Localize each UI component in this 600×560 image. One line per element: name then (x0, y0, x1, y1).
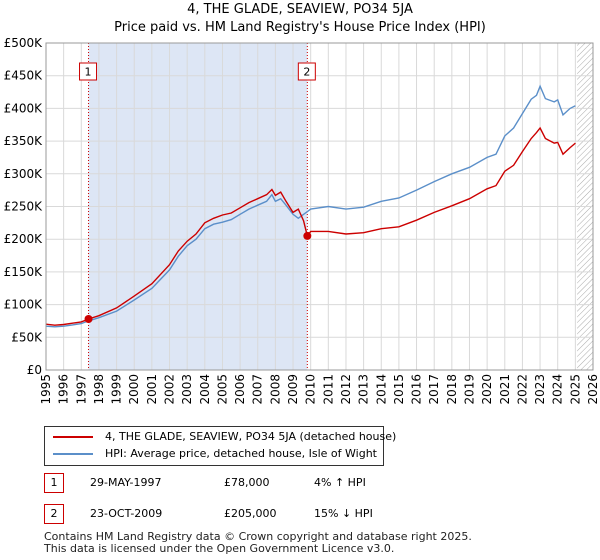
y-tick-label: £500K (4, 36, 44, 50)
x-tick-label: 2013 (357, 374, 371, 405)
y-tick-label: £0 (27, 363, 42, 377)
transaction-number: 2 (44, 504, 64, 524)
x-tick-label: 2003 (180, 374, 194, 405)
x-tick-label: 2007 (251, 374, 265, 405)
x-tick-label: 2018 (445, 374, 459, 405)
x-tick-label: 1995 (39, 374, 53, 405)
x-tick-label: 2026 (586, 374, 600, 405)
hpi-series-line (45, 84, 576, 328)
x-tick-label: 1997 (74, 374, 88, 405)
x-tick-label: 2012 (339, 374, 353, 405)
x-tick-label: 2022 (515, 374, 529, 405)
x-tick-label: 2014 (374, 374, 388, 405)
x-tick-label: 2021 (498, 374, 512, 405)
chart-subtitle: Price paid vs. HM Land Registry's House … (114, 20, 486, 35)
x-tick-label: 2017 (427, 374, 441, 405)
transaction-number: 1 (44, 473, 64, 493)
y-tick-label: £300K (4, 167, 44, 181)
x-tick-label: 2004 (198, 374, 212, 405)
y-tick-label: £400K (4, 101, 44, 115)
property-series-line (45, 126, 576, 326)
transaction-price: £78,000 (224, 476, 270, 489)
x-tick-label: 2015 (392, 374, 406, 405)
sale-badge (297, 62, 316, 81)
x-tick-label: 2001 (145, 374, 159, 405)
footer: Contains HM Land Registry data © Crown c… (44, 531, 472, 555)
x-tick-label: 2006 (233, 374, 247, 405)
legend-item-hpi: HPI: Average price, detached house, Isle… (53, 446, 377, 462)
x-tick-label: 2024 (551, 374, 565, 405)
transaction-date: 23-OCT-2009 (90, 507, 163, 520)
y-tick-label: £150K (4, 265, 44, 279)
y-tick-label: £350K (4, 134, 44, 148)
transaction-date: 29-MAY-1997 (90, 476, 162, 489)
y-tick-label: £50K (11, 330, 43, 344)
price-chart: 1 2 £0 £50K £100K £150K £200K £250K £300K £350K £4… (4, 36, 600, 405)
legend-label-property: 4, THE GLADE, SEAVIEW, PO34 5JA (detache… (105, 430, 397, 443)
legend-item-property: 4, THE GLADE, SEAVIEW, PO34 5JA (detache… (53, 429, 396, 445)
footer-copyright: Contains HM Land Registry data © Crown c… (44, 530, 472, 543)
x-tick-label: 2016 (410, 374, 424, 405)
x-tick-label: 2000 (127, 374, 141, 405)
sale-badge-label: 2 (303, 66, 310, 79)
legend-label-hpi: HPI: Average price, detached house, Isle… (105, 447, 377, 460)
sale-point (303, 231, 312, 240)
y-tick-label: £200K (4, 232, 44, 246)
transaction-price: £205,000 (224, 507, 277, 520)
x-tick-label: 2005 (215, 374, 229, 405)
y-tick-label: £100K (4, 298, 44, 312)
x-tick-label: 1999 (110, 374, 124, 405)
plot-frame (45, 42, 594, 371)
x-tick-label: 2002 (163, 374, 177, 405)
chart-title: 4, THE GLADE, SEAVIEW, PO34 5JA (187, 2, 413, 17)
y-tick-label: £450K (4, 69, 44, 83)
x-tick-label: 2008 (268, 374, 282, 405)
sale-badge-label: 1 (85, 66, 92, 79)
legend-swatch-hpi (53, 453, 93, 455)
legend-swatch-property (53, 436, 93, 438)
footer-license: This data is licensed under the Open Gov… (44, 542, 395, 555)
x-tick-label: 2010 (304, 374, 318, 405)
chart-legend: 4, THE GLADE, SEAVIEW, PO34 5JA (detache… (44, 426, 396, 466)
sale-point (84, 314, 93, 323)
x-tick-label: 2025 (568, 374, 582, 405)
transaction-hpi-diff: 4% ↑ HPI (314, 476, 366, 489)
x-tick-label: 2009 (286, 374, 300, 405)
x-tick-label: 2020 (480, 374, 494, 405)
x-tick-label: 1998 (92, 374, 106, 405)
x-tick-label: 2023 (533, 374, 547, 405)
x-tick-label: 2019 (462, 374, 476, 405)
transaction-hpi-diff: 15% ↓ HPI (314, 507, 373, 520)
y-tick-label: £250K (4, 200, 44, 214)
x-tick-label: 2011 (321, 374, 335, 405)
sale-badge (79, 62, 98, 81)
x-tick-label: 1996 (57, 374, 71, 405)
